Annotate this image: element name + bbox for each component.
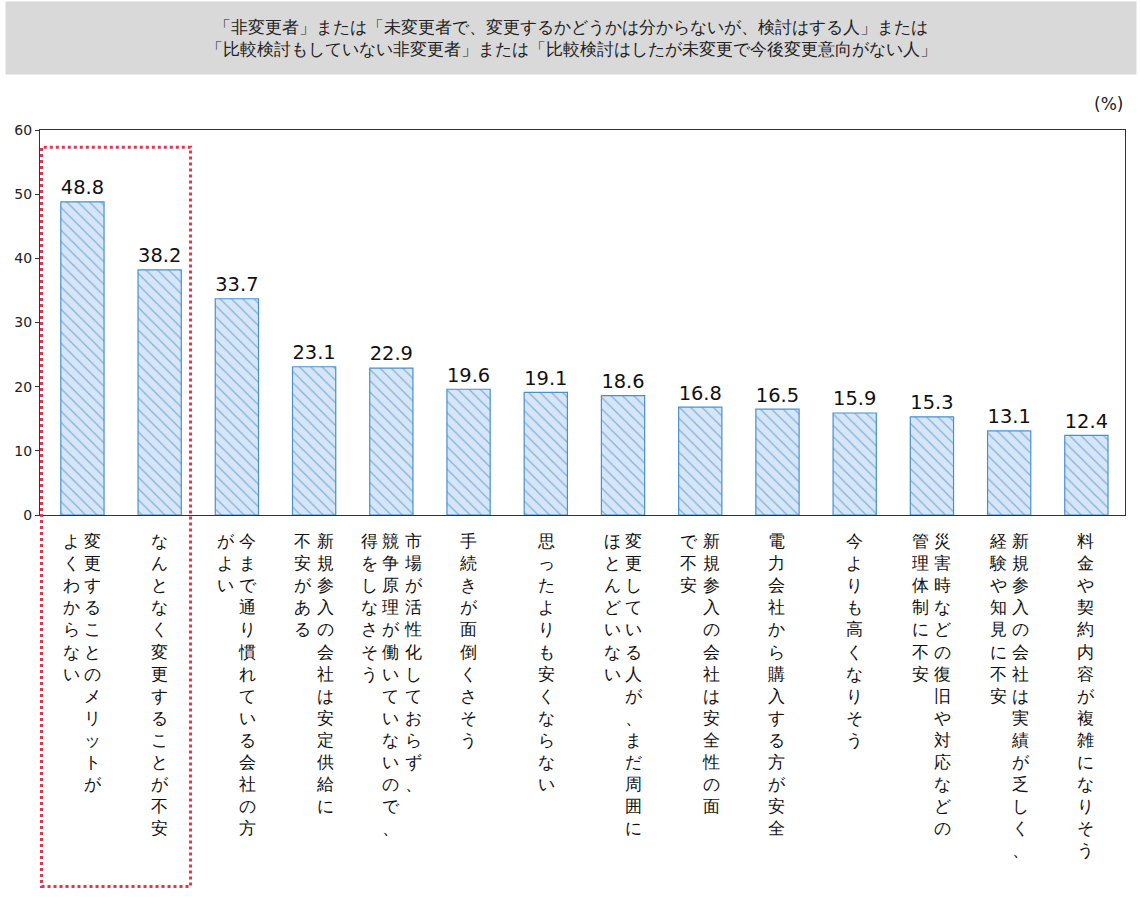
svg-text:23.1: 23.1: [293, 341, 336, 364]
svg-text:(%): (%): [1094, 94, 1123, 114]
svg-text:新規参入の会社は安全性の面: 新規参入の会社は安全性の面: [702, 531, 720, 816]
svg-text:48.8: 48.8: [61, 176, 104, 199]
svg-text:12.4: 12.4: [1065, 410, 1108, 433]
svg-text:0: 0: [23, 507, 32, 523]
svg-text:ほとんどいない: ほとんどいない: [604, 531, 621, 684]
svg-text:手続きが面倒くさそう: 手続きが面倒くさそう: [459, 531, 478, 750]
svg-text:19.1: 19.1: [524, 367, 567, 390]
svg-text:新規参入の会社は実績が乏しく、: 新規参入の会社は実績が乏しく、: [1011, 531, 1030, 860]
svg-text:変更している人が、まだ周囲に: 変更している人が、まだ周囲に: [625, 531, 643, 838]
svg-text:38.2: 38.2: [138, 244, 181, 267]
svg-text:管理体制に不安: 管理体制に不安: [912, 531, 929, 684]
svg-text:よくわからない: よくわからない: [63, 531, 80, 684]
svg-text:20: 20: [14, 379, 32, 395]
svg-text:15.3: 15.3: [910, 391, 953, 414]
svg-text:変更することのメリットが: 変更することのメリットが: [84, 531, 102, 794]
svg-text:「非変更者」または「未変更者で、変更するかどうかは分からない: 「非変更者」または「未変更者で、変更するかどうかは分からないが、検討はする人」ま…: [206, 17, 937, 59]
svg-text:33.7: 33.7: [215, 273, 258, 296]
svg-text:今まで通り慣れている会社の方: 今まで通り慣れている会社の方: [238, 531, 257, 838]
svg-text:がよい: がよい: [217, 531, 235, 595]
svg-text:30: 30: [14, 314, 32, 330]
svg-text:16.8: 16.8: [679, 382, 722, 405]
svg-text:経験や知見に不安: 経験や知見に不安: [989, 531, 1007, 706]
svg-text:22.9: 22.9: [370, 342, 413, 365]
svg-text:思ったよりも安くならない: 思ったよりも安くならない: [537, 531, 555, 794]
svg-text:新規参入の会社は安定供給に: 新規参入の会社は安定供給に: [316, 531, 334, 816]
svg-text:60: 60: [14, 122, 32, 138]
svg-text:今よりも高くなりそう: 今よりも高くなりそう: [846, 531, 863, 750]
svg-text:19.6: 19.6: [447, 364, 490, 387]
svg-text:16.5: 16.5: [756, 384, 799, 407]
svg-text:不安がある: 不安がある: [294, 531, 312, 639]
svg-text:40: 40: [14, 250, 32, 266]
svg-text:で不安: で不安: [680, 531, 698, 595]
svg-text:得をしなさそう: 得をしなさそう: [361, 531, 378, 684]
svg-text:10: 10: [14, 443, 32, 459]
svg-text:電力会社から購入する方が安全: 電力会社から購入する方が安全: [768, 531, 786, 838]
svg-text:なんとなく変更することが不安: なんとなく変更することが不安: [151, 531, 169, 838]
svg-text:競争原理が働いていないので、: 競争原理が働いていないので、: [382, 531, 400, 838]
svg-text:15.9: 15.9: [833, 387, 876, 410]
svg-text:災害時などの復旧や対応などの: 災害時などの復旧や対応などの: [934, 531, 951, 838]
svg-text:13.1: 13.1: [988, 405, 1031, 428]
svg-text:市場が活性化しておらず、: 市場が活性化しておらず、: [404, 531, 423, 794]
svg-text:料金や契約内容が複雑になりそう: 料金や契約内容が複雑になりそう: [1077, 531, 1095, 860]
svg-text:50: 50: [14, 186, 32, 202]
svg-text:18.6: 18.6: [601, 370, 644, 393]
